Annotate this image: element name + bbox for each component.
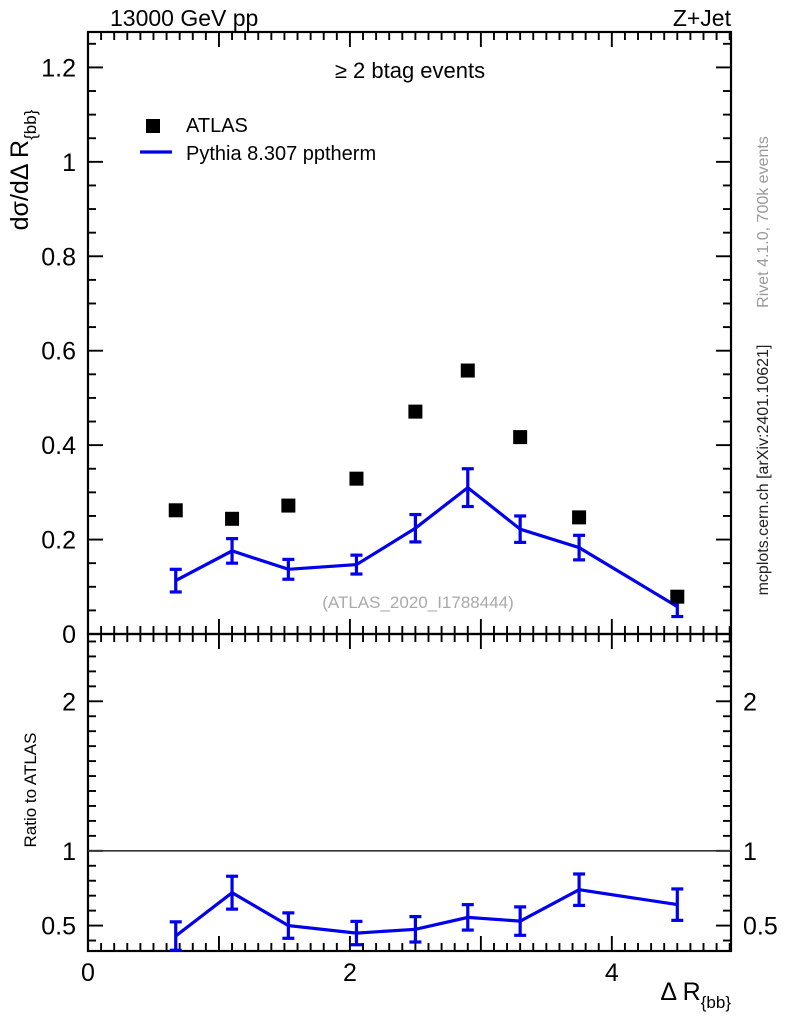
ratio-panel: 0.5 1 2 0.5 1 2 0 2 4 bbox=[41, 632, 778, 987]
x-axis-title: Δ R{bb} bbox=[660, 978, 731, 1012]
ratio-errorbar bbox=[573, 872, 586, 907]
rivet-caption: Rivet 4.1.0, 700k events bbox=[755, 136, 772, 308]
pythia-curve bbox=[174, 485, 679, 608]
ratio-axis-ticks bbox=[87, 634, 731, 951]
ratio-curve bbox=[174, 888, 678, 938]
ratio-y-tick-label-right: 0.5 bbox=[743, 913, 778, 941]
pythia-errorbar bbox=[573, 533, 586, 562]
ratio-errorbar bbox=[226, 874, 239, 911]
y-tick-label: 0.2 bbox=[41, 527, 76, 555]
pythia-errorbar bbox=[409, 512, 422, 544]
ratio-y-tick-label: 0.5 bbox=[41, 913, 76, 941]
main-axis-ticks bbox=[87, 32, 731, 635]
x-tick-label: 0 bbox=[81, 959, 95, 987]
pythia-errorbar bbox=[350, 553, 363, 576]
legend-marker-atlas bbox=[146, 119, 160, 133]
svg-text:dσ/dΔ R{bb}: dσ/dΔ R{bb} bbox=[6, 109, 40, 230]
analysis-watermark: (ATLAS_2020_I1788444) bbox=[322, 593, 514, 612]
svg-text:Δ R{bb}: Δ R{bb} bbox=[660, 978, 731, 1012]
mcplots-caption: mcplots.cern.ch [arXiv:2401.10621] bbox=[755, 345, 772, 596]
ratio-errorbar bbox=[514, 905, 527, 937]
main-panel: 0 0.2 0.4 0.6 0.8 1 1.2 ≥ 2 btag events (ATLAS… bbox=[41, 30, 733, 649]
legend-label-atlas: ATLAS bbox=[186, 115, 248, 137]
ratio-data-layer bbox=[169, 872, 684, 952]
ratio-errorbar bbox=[409, 915, 422, 944]
ratio-y-tick-label-right: 2 bbox=[743, 688, 757, 716]
legend-label-pythia: Pythia 8.307 pptherm bbox=[186, 143, 376, 165]
ratio-y-tick-label: 2 bbox=[62, 688, 76, 716]
y-tick-label: 0.6 bbox=[41, 338, 76, 366]
x-tick-label: 4 bbox=[605, 959, 619, 987]
ratio-y-tick-labels: 0.5 1 2 bbox=[41, 688, 76, 940]
pythia-errorbar bbox=[461, 467, 474, 509]
atlas-marker bbox=[168, 503, 183, 518]
pythia-errorbar bbox=[282, 557, 295, 581]
pythia-errorbar bbox=[226, 537, 239, 565]
x-tick-labels: 0 2 4 bbox=[81, 959, 619, 987]
ratio-y-tick-label-right: 1 bbox=[743, 838, 757, 866]
main-data-layer bbox=[168, 363, 685, 619]
ratio-y-tick-labels-right: 0.5 1 2 bbox=[743, 688, 778, 940]
atlas-marker bbox=[513, 430, 528, 445]
ratio-y-tick-label: 1 bbox=[62, 838, 76, 866]
y-tick-label: 0.4 bbox=[41, 432, 76, 460]
atlas-marker bbox=[281, 498, 296, 513]
header-right: Z+Jet bbox=[673, 5, 732, 31]
y-tick-label: 0.8 bbox=[41, 243, 76, 271]
ratio-errorbar bbox=[350, 919, 363, 947]
main-y-tick-labels: 0 0.2 0.4 0.6 0.8 1 1.2 bbox=[41, 54, 76, 649]
x-tick-label: 2 bbox=[343, 959, 357, 987]
ratio-errorbar bbox=[169, 920, 182, 952]
y-axis-title: dσ/dΔ R{bb} bbox=[6, 109, 40, 230]
pythia-errorbar bbox=[514, 514, 527, 545]
ratio-errorbar bbox=[461, 903, 474, 932]
atlas-marker bbox=[460, 363, 475, 378]
atlas-marker bbox=[349, 471, 364, 486]
ratio-errorbar bbox=[282, 911, 295, 940]
pythia-errorbar bbox=[169, 567, 182, 594]
header-left: 13000 GeV pp bbox=[110, 5, 258, 31]
y-tick-label: 1.2 bbox=[41, 54, 76, 82]
atlas-marker bbox=[408, 404, 423, 419]
atlas-marker bbox=[572, 510, 587, 525]
legend: ATLAS Pythia 8.307 pptherm bbox=[140, 115, 376, 165]
atlas-marker bbox=[225, 511, 240, 526]
y-tick-label: 0 bbox=[62, 621, 76, 649]
selection-annotation: ≥ 2 btag events bbox=[335, 58, 485, 83]
y-tick-label: 1 bbox=[62, 149, 76, 177]
ratio-errorbar bbox=[671, 887, 684, 922]
atlas-marker bbox=[670, 589, 685, 604]
ratio-axis-title: Ratio to ATLAS bbox=[21, 733, 40, 848]
